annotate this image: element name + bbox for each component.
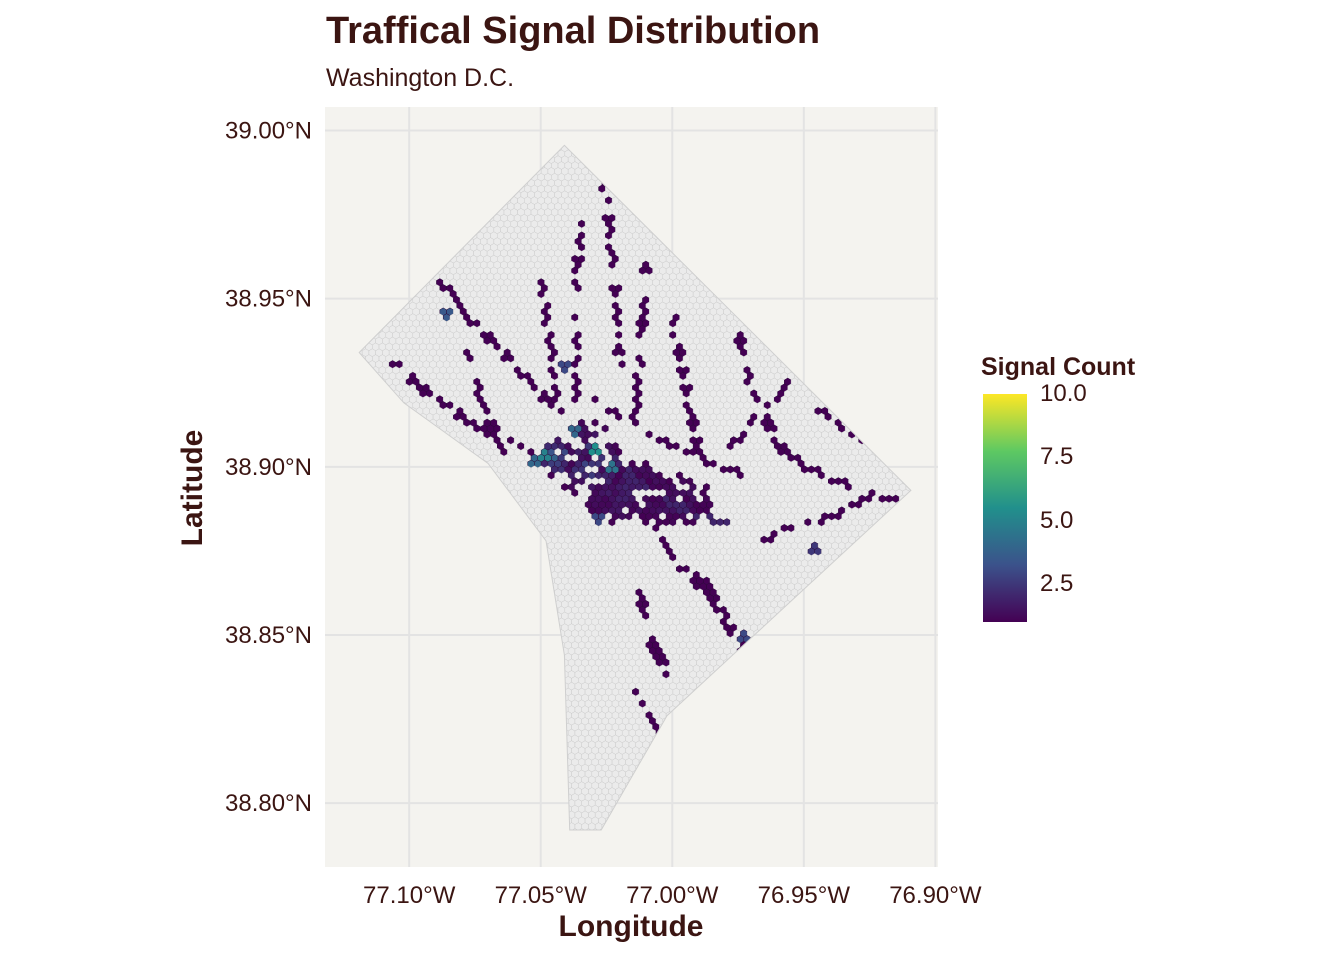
- legend-label-2: 5.0: [1040, 506, 1074, 534]
- legend-title: Signal Count: [981, 353, 1136, 381]
- y-tick-label-0: 39.00°N: [225, 118, 312, 145]
- chart-title: Traffical Signal Distribution: [326, 10, 821, 52]
- y-axis-ticks: 39.00°N 38.95°N 38.90°N 38.85°N 38.80°N: [225, 118, 312, 818]
- x-tick-label-1: 77.05°W: [495, 882, 588, 909]
- hex-grid: [359, 145, 911, 831]
- y-axis-title: Latitude: [176, 429, 209, 547]
- legend-label-3: 2.5: [1040, 570, 1074, 597]
- legend-colorbar: [983, 394, 1027, 622]
- y-tick-label-1: 38.95°N: [225, 286, 312, 313]
- x-tick-label-0: 77.10°W: [363, 882, 456, 909]
- chart-subtitle: Washington D.C.: [326, 64, 515, 92]
- y-tick-label-2: 38.90°N: [225, 454, 312, 481]
- x-axis-ticks: 77.10°W 77.05°W 77.00°W 76.95°W 76.90°W: [363, 882, 982, 909]
- legend-label-0: 10.0: [1040, 380, 1087, 407]
- x-tick-label-4: 76.90°W: [889, 882, 982, 909]
- y-tick-label-4: 38.80°N: [225, 790, 312, 817]
- x-tick-label-3: 76.95°W: [758, 882, 851, 909]
- x-tick-label-2: 77.00°W: [626, 882, 719, 909]
- y-tick-label-3: 38.85°N: [225, 622, 312, 649]
- x-axis-title: Longitude: [558, 910, 704, 943]
- legend-label-1: 7.5: [1040, 443, 1074, 471]
